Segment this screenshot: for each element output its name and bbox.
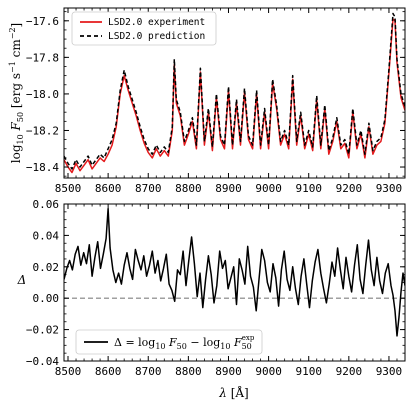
legend-experiment-label: LSD2.0 experiment <box>108 17 205 28</box>
flux-x-tick-label: 8800 <box>175 182 202 195</box>
residual-series-line-0 <box>64 207 405 337</box>
residual-series-group <box>64 207 405 337</box>
flux-x-tick-label: 9000 <box>255 182 282 195</box>
flux-x-tick-label: 9200 <box>336 182 363 195</box>
residual-x-tick-label: 8500 <box>55 365 82 378</box>
residual-x-tick-label: 8800 <box>175 365 202 378</box>
flux-series-line-0 <box>64 18 405 174</box>
flux-y-tick-label: −18.4 <box>26 161 59 174</box>
flux-x-tick-label: 8900 <box>215 182 242 195</box>
residual-y-tick-label: 0.06 <box>33 198 60 211</box>
residual-legend: Δ = log10 F50 − log10 F50exp <box>75 329 263 355</box>
legend-delta-label: Δ = log10 F50 − log10 F50exp <box>114 334 255 351</box>
residual-x-axis-label: λ [Å] <box>218 385 248 400</box>
residual-y-axis-label: Δ <box>17 273 27 287</box>
flux-legend-box <box>71 11 217 46</box>
residual-x-tick-label: 9200 <box>336 365 363 378</box>
residual-y-tick-label: −0.02 <box>26 324 59 337</box>
flux-y-tick-label: −18.2 <box>26 124 59 137</box>
residual-x-tick-label: 9000 <box>255 365 282 378</box>
residual-legend-box <box>75 329 263 355</box>
flux-x-tick-label: 8600 <box>95 182 122 195</box>
flux-ticks: 8500 8600 8700 8800 8900 9000 9100 9200 9300 −18.… <box>26 8 406 195</box>
residual-ticks: 8500 8600 8700 8800 8900 9000 9100 9200 9300 −0.0… <box>26 198 406 378</box>
flux-x-tick-label: 9100 <box>295 182 322 195</box>
residual-y-tick-label: 0.04 <box>33 229 60 242</box>
flux-y-tick-label: −17.6 <box>26 15 59 28</box>
residual-x-tick-label: 8900 <box>215 365 242 378</box>
residual-x-tick-label: 8600 <box>95 365 122 378</box>
legend-prediction-label: LSD2.0 prediction <box>108 31 205 42</box>
residual-x-tick-label: 9300 <box>376 365 403 378</box>
flux-x-tick-label: 8500 <box>55 182 82 195</box>
flux-series-group <box>64 12 405 174</box>
flux-y-axis-label: log10 F50 [erg s−1 cm−2] <box>8 23 25 163</box>
residual-panel: 8500 8600 8700 8800 8900 9000 9100 9200 9300 −0.0… <box>17 198 406 400</box>
flux-panel: 8500 8600 8700 8800 8900 9000 9100 9200 9300 −18.… <box>8 7 406 195</box>
flux-legend: LSD2.0 experiment LSD2.0 prediction <box>71 11 217 46</box>
residual-y-tick-label: −0.04 <box>26 355 59 368</box>
residual-x-tick-label: 9100 <box>295 365 322 378</box>
flux-x-tick-label: 9300 <box>376 182 403 195</box>
flux-y-tick-label: −18.0 <box>26 88 59 101</box>
residual-y-tick-label: 0.02 <box>33 261 60 274</box>
flux-series-line-1 <box>64 12 405 170</box>
residual-y-tick-label: 0.00 <box>33 292 60 305</box>
flux-y-tick-label: −17.8 <box>26 51 59 64</box>
flux-x-tick-label: 8700 <box>135 182 162 195</box>
residual-x-tick-label: 8700 <box>135 365 162 378</box>
flux-plot-frame <box>63 7 406 179</box>
